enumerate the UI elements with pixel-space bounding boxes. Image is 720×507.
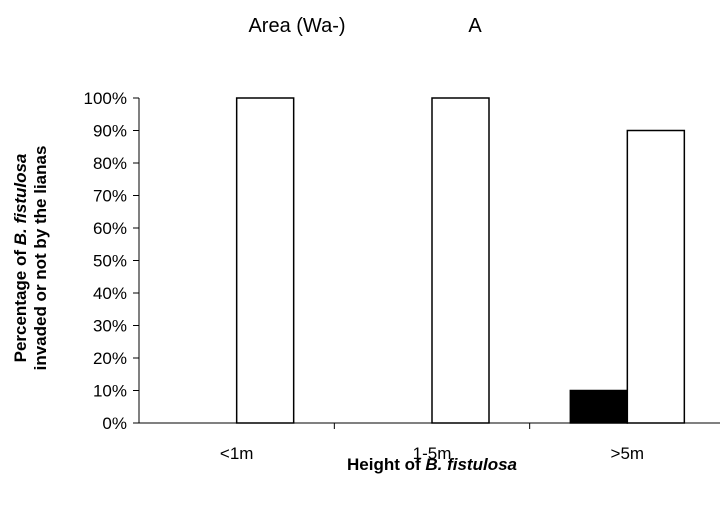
x-tick-label: <1m (220, 444, 254, 463)
y-axis-label-species: B. fistulosa (11, 154, 30, 246)
y-tick-label: 70% (93, 187, 127, 206)
x-axis-ticks: <1m 1-5m >5m (220, 423, 644, 463)
chart-title-right: A (468, 15, 482, 37)
y-axis-label-prefix: Percentage of (11, 245, 30, 362)
y-axis-label-line1: Percentage of B. fistulosa (11, 154, 30, 363)
y-axis-ticks: 0% 10% 20% 30% 40% 50% 60% 70% 80% 90% 100% (84, 89, 139, 433)
x-tick-label: 1-5m (413, 444, 452, 463)
x-axis-label-prefix: Height of (347, 455, 425, 474)
x-axis-label: Height of B. fistulosa (347, 455, 517, 474)
chart-title-left: Area (Wa-) (248, 15, 345, 37)
y-tick-label: 10% (93, 382, 127, 401)
bar (626, 129, 686, 424)
x-axis-label-species: B. fistulosa (425, 455, 517, 474)
bar (569, 389, 629, 424)
y-axis-label: Percentage of B. fistulosa invaded or no… (11, 146, 50, 371)
y-tick-label: 100% (84, 89, 127, 108)
y-tick-label: 40% (93, 284, 127, 303)
y-tick-label: 20% (93, 349, 127, 368)
y-tick-label: 0% (102, 414, 127, 433)
x-tick-label: >5m (611, 444, 645, 463)
y-tick-label: 30% (93, 317, 127, 336)
bar (235, 97, 295, 424)
y-tick-label: 90% (93, 122, 127, 141)
bar (431, 97, 490, 424)
y-tick-label: 60% (93, 219, 127, 238)
bars (235, 97, 686, 424)
y-tick-label: 50% (93, 252, 127, 271)
y-axis-label-line2: invaded or not by the lianas (31, 146, 50, 371)
y-tick-label: 80% (93, 154, 127, 173)
